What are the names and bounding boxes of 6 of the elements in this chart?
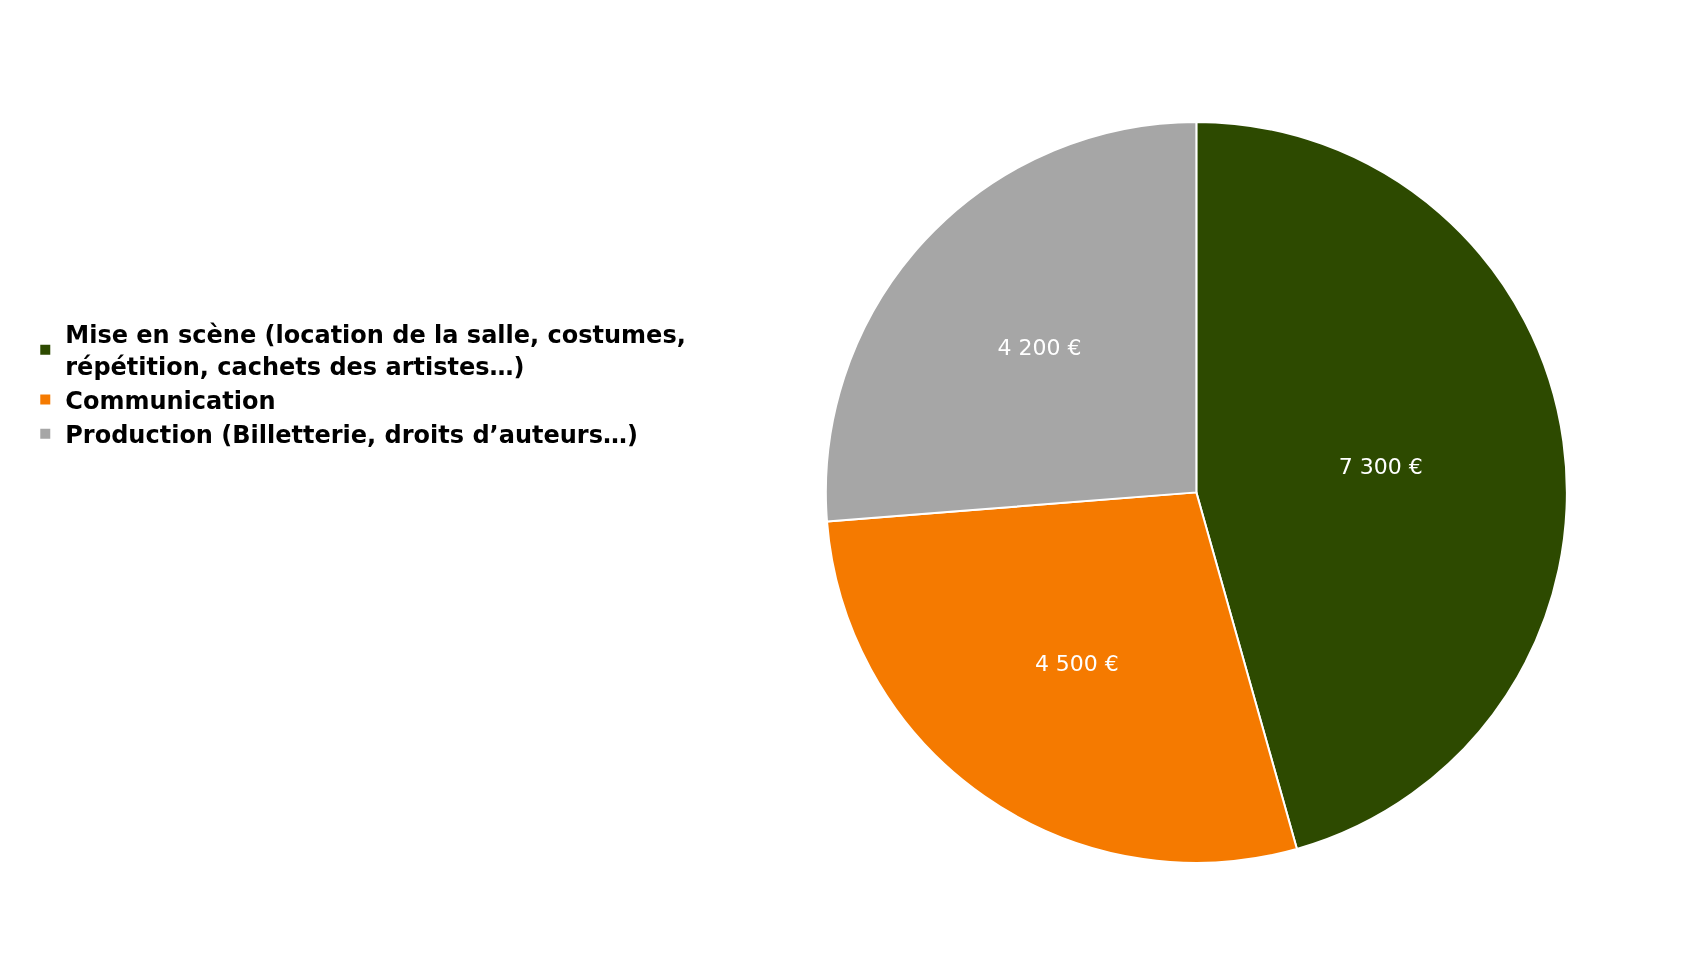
data-label: 4 200 €: [997, 334, 1082, 360]
data-label: 4 500 €: [1034, 651, 1119, 677]
data-label: 7 300 €: [1338, 454, 1423, 480]
legend-label: Communication: [65, 386, 276, 415]
legend-label: Mise en scène (location de la salle, costumes, répétition, cachets des artistes…): [65, 321, 686, 381]
legend-label: Production (Billetterie, droits d’auteurs…): [65, 421, 638, 450]
